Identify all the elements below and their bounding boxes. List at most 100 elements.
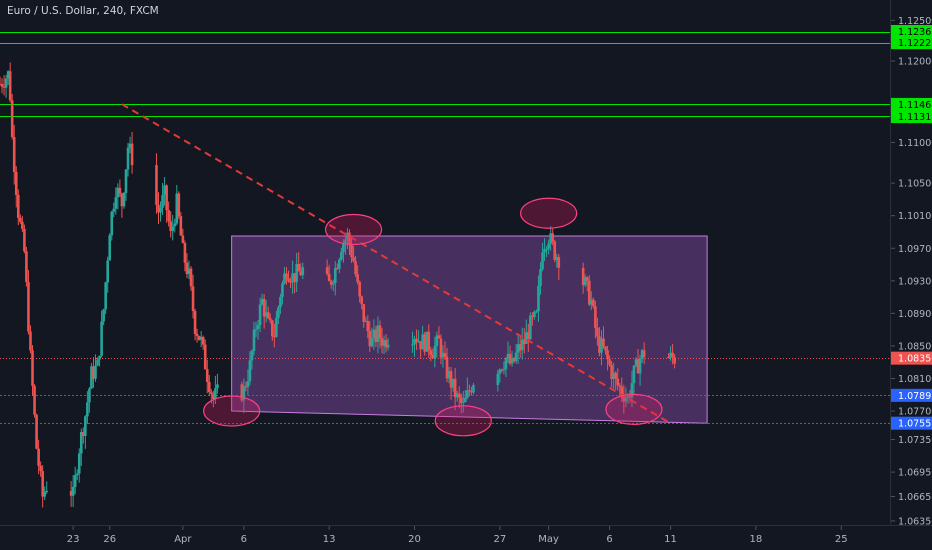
candle-body	[155, 165, 158, 205]
highlight-circle[interactable]	[203, 395, 261, 427]
candle-down	[610, 360, 613, 388]
price-tick-label: 1.08100	[898, 374, 932, 385]
candle-down	[604, 346, 607, 355]
candle-down	[37, 439, 40, 475]
dashed-trendline[interactable]	[121, 103, 672, 425]
candle-body	[189, 268, 193, 287]
candle-up	[435, 331, 439, 358]
candle-body	[252, 329, 256, 351]
candle-up	[451, 378, 455, 392]
candle-up	[124, 169, 128, 201]
candle-down	[207, 375, 211, 396]
candle-body	[445, 356, 449, 379]
candle-body	[614, 372, 617, 379]
candle-body	[616, 378, 620, 386]
candle-body	[344, 239, 347, 244]
price-tick-label: 1.07700	[898, 407, 932, 418]
candle-up	[547, 239, 550, 255]
candle-body	[472, 385, 475, 393]
candle-up	[461, 391, 465, 413]
candle-body	[608, 359, 611, 365]
candle-body	[541, 252, 544, 270]
candle-down	[12, 124, 16, 185]
candle-body	[340, 252, 343, 260]
candle-down	[82, 427, 85, 444]
candle-body	[547, 243, 550, 249]
candle-body	[277, 307, 280, 318]
candle-up	[281, 280, 284, 305]
candle-up	[254, 321, 258, 338]
candle-body	[624, 398, 628, 402]
candle-body	[37, 448, 40, 466]
plot-area[interactable]	[0, 32, 890, 508]
candle-body	[19, 217, 22, 222]
candle-up	[77, 448, 81, 483]
candle-body	[417, 341, 420, 343]
highlight-circle[interactable]	[324, 213, 383, 246]
line-price-label-text: 1.07893	[898, 391, 932, 402]
candle-down	[429, 346, 433, 362]
line-price-label-background	[891, 109, 932, 123]
candle-body	[415, 338, 418, 342]
time-tick-label: 11	[664, 534, 677, 545]
candle-body	[545, 248, 548, 250]
candle-up	[71, 474, 75, 507]
candle-body	[45, 491, 49, 493]
candle-body	[620, 386, 624, 395]
candle-down	[616, 368, 620, 391]
candle-up	[122, 192, 126, 209]
candle-up	[634, 357, 638, 368]
candle-up	[333, 261, 337, 296]
candle-up	[600, 330, 603, 366]
candle-down	[289, 277, 292, 289]
candle-down	[606, 345, 609, 371]
candle-body	[301, 267, 305, 276]
candle-body	[325, 267, 329, 274]
candle-down	[169, 211, 172, 238]
candle-body	[543, 248, 546, 253]
candle-up	[116, 183, 120, 210]
candle-body	[630, 383, 634, 398]
candle-up	[364, 316, 368, 323]
candle-up	[669, 346, 672, 361]
candle-body	[246, 381, 250, 388]
candle-body	[92, 366, 95, 379]
candle-down	[642, 342, 646, 365]
candle-down	[262, 294, 266, 329]
candle-body	[191, 286, 195, 311]
candle-body	[581, 267, 585, 286]
candle-up	[112, 202, 116, 218]
candle-up	[464, 390, 467, 403]
candle-body	[632, 365, 636, 384]
highlight-circle[interactable]	[520, 197, 578, 229]
highlight-circle[interactable]	[434, 405, 492, 437]
candle-body	[31, 350, 34, 386]
candle-down	[189, 266, 193, 291]
candle-down	[69, 481, 73, 507]
time-tick-label: 26	[103, 534, 116, 545]
candle-body	[557, 257, 561, 268]
candle-body	[464, 397, 467, 402]
candle-body	[112, 208, 116, 212]
price-axis[interactable]: 1.06350 1.06650 1.06950 1.07350 1.07700 1.081…	[891, 16, 932, 528]
candle-down	[118, 179, 122, 198]
candle-up	[283, 267, 286, 285]
candle-down	[508, 345, 512, 366]
candle-down	[671, 343, 674, 365]
candle-down	[581, 262, 585, 294]
candle-body	[98, 355, 101, 360]
highlight-circle[interactable]	[605, 393, 663, 426]
candle-body	[372, 329, 376, 338]
candle-up	[171, 214, 175, 241]
candle-down	[443, 341, 447, 360]
candle-body	[423, 334, 426, 352]
candle-up	[6, 70, 10, 86]
time-axis[interactable]: 23 26 Apr 6 13 20 27 May 6 11 18 25	[67, 526, 848, 545]
candle-down	[596, 317, 599, 346]
candle-body	[435, 335, 439, 346]
candle-body	[256, 325, 260, 329]
candle-body	[590, 299, 593, 305]
candle-down	[0, 78, 4, 94]
